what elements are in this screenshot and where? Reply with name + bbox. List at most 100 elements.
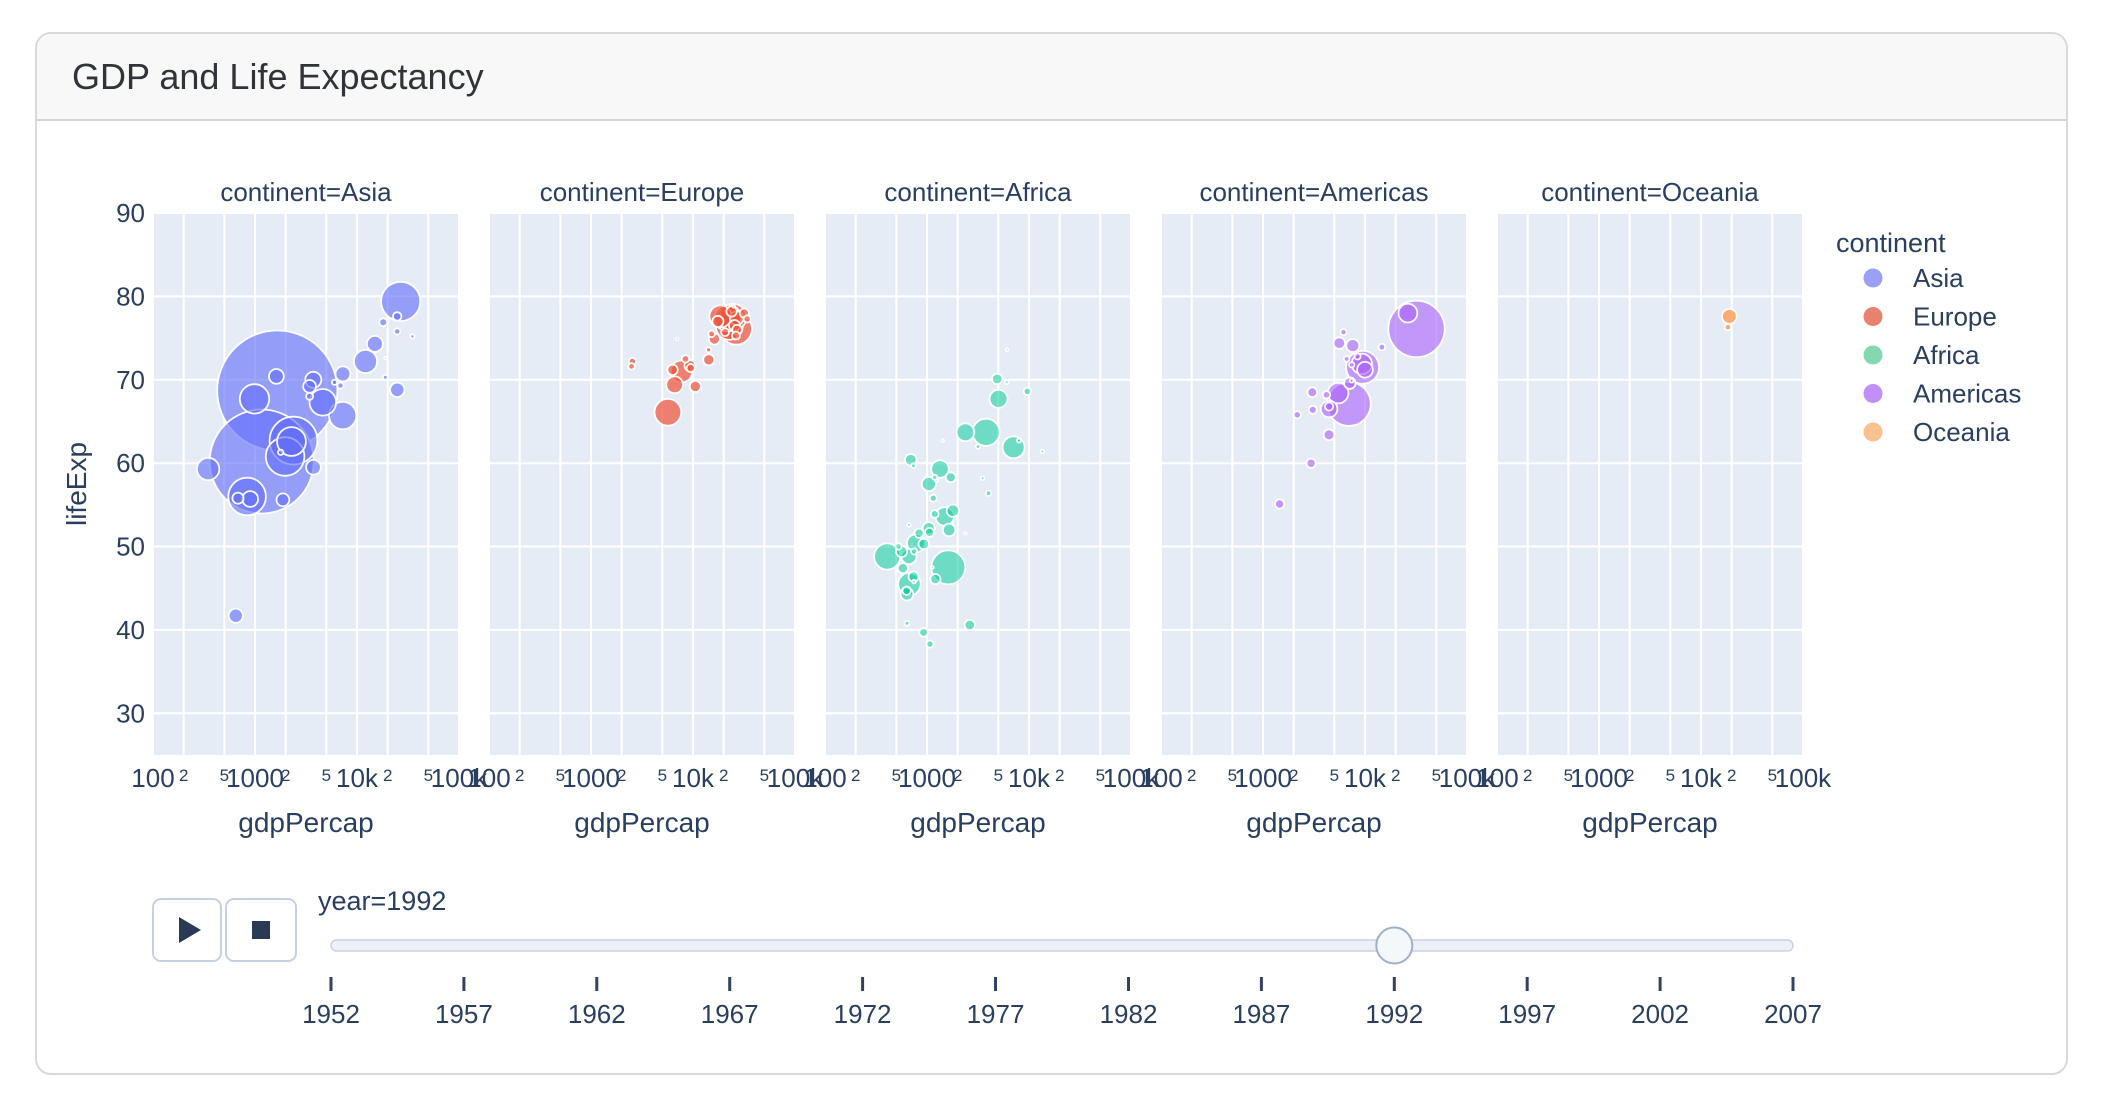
bubble[interactable] [928, 493, 938, 503]
bubble[interactable] [963, 618, 976, 632]
slider-track[interactable] [330, 939, 1794, 952]
bubble[interactable] [241, 490, 260, 508]
slider-tick-label[interactable]: 1997 [1498, 999, 1556, 1029]
bubble[interactable] [988, 388, 1009, 409]
bubble[interactable] [918, 627, 929, 638]
bubble[interactable] [955, 422, 976, 443]
bubble[interactable] [1348, 377, 1355, 384]
bubble[interactable] [1339, 328, 1348, 337]
bubble[interactable] [906, 522, 912, 528]
bubble[interactable] [1324, 401, 1335, 412]
bubble[interactable] [275, 492, 291, 508]
bubble[interactable] [381, 373, 389, 381]
bubble[interactable] [627, 362, 636, 371]
play-button[interactable] [152, 898, 222, 962]
bubble[interactable] [984, 489, 993, 497]
bubble[interactable] [238, 383, 271, 415]
bubble[interactable] [1004, 347, 1010, 353]
bubble[interactable] [302, 379, 317, 394]
bubble[interactable] [929, 509, 940, 519]
bubble[interactable] [1342, 355, 1351, 363]
bubble[interactable] [924, 527, 935, 538]
bubble[interactable] [971, 417, 1001, 447]
slider-tick-label[interactable]: 1957 [435, 999, 493, 1029]
bubble[interactable] [934, 478, 939, 483]
stop-button[interactable] [225, 898, 297, 962]
bubble[interactable] [963, 531, 968, 536]
bubble[interactable] [920, 475, 937, 492]
bubble[interactable] [1321, 390, 1332, 400]
legend-item-asia[interactable]: Asia [1863, 263, 1965, 293]
bubble[interactable] [929, 573, 942, 586]
bubble[interactable] [389, 381, 406, 398]
legend-item-africa[interactable]: Africa [1863, 340, 1981, 370]
bubble[interactable] [941, 522, 957, 538]
bubble[interactable] [979, 475, 986, 481]
bubble[interactable] [665, 375, 684, 395]
bubble[interactable] [705, 346, 712, 354]
bubble[interactable] [1292, 410, 1302, 420]
bubble[interactable] [268, 368, 285, 385]
bubble[interactable] [392, 311, 403, 322]
bubble[interactable] [913, 527, 925, 539]
bubble[interactable] [896, 562, 909, 575]
bubble[interactable] [308, 388, 338, 417]
bubble[interactable] [1306, 386, 1319, 399]
bubble[interactable] [707, 329, 716, 339]
bubble[interactable] [1345, 338, 1361, 354]
slider-tick-label[interactable]: 1972 [834, 999, 892, 1029]
slider-tick-label[interactable]: 1977 [967, 999, 1025, 1029]
bubble[interactable] [1397, 302, 1419, 324]
bubble[interactable] [1004, 379, 1010, 385]
bubble[interactable] [711, 314, 725, 328]
bubble[interactable] [742, 314, 752, 324]
bubble[interactable] [901, 585, 912, 596]
bubble[interactable] [1274, 498, 1286, 510]
bubble[interactable] [383, 355, 388, 361]
bubble[interactable] [1356, 360, 1374, 379]
bubble[interactable] [674, 336, 680, 342]
bubble[interactable] [1307, 404, 1318, 415]
bubble[interactable] [1332, 336, 1347, 350]
bubble[interactable] [720, 327, 730, 338]
bubble[interactable] [336, 381, 345, 390]
bubble[interactable] [910, 462, 917, 470]
bubble[interactable] [725, 305, 738, 318]
bubble[interactable] [227, 607, 244, 624]
slider-tick-label[interactable]: 1962 [568, 999, 626, 1029]
bubble[interactable] [945, 503, 961, 518]
bubble[interactable] [1039, 448, 1046, 455]
bubble[interactable] [685, 363, 696, 374]
bubble[interactable] [666, 363, 679, 376]
bubble[interactable] [305, 391, 315, 401]
bubble[interactable] [653, 397, 683, 427]
bubble[interactable] [334, 365, 352, 383]
bubble[interactable] [1016, 437, 1022, 444]
slider-tick-label[interactable]: 1987 [1232, 999, 1290, 1029]
bubble[interactable] [974, 443, 982, 450]
bubble[interactable] [991, 372, 1004, 385]
bubble[interactable] [1721, 308, 1738, 325]
bubble[interactable] [378, 317, 389, 328]
bubble[interactable] [1348, 361, 1356, 369]
bubble[interactable] [917, 537, 931, 551]
bubble[interactable] [1377, 343, 1387, 352]
bubble[interactable] [688, 379, 702, 393]
bubble[interactable] [1322, 428, 1336, 442]
bubble[interactable] [1723, 323, 1733, 332]
bubble[interactable] [940, 438, 945, 443]
bubble[interactable] [1022, 386, 1033, 396]
bubble[interactable] [352, 348, 378, 374]
slider-tick-label[interactable]: 1992 [1365, 999, 1423, 1029]
bubble[interactable] [393, 327, 402, 336]
bubble[interactable] [702, 353, 716, 367]
bubble[interactable] [930, 565, 935, 570]
bubble[interactable] [330, 378, 338, 386]
slider-tick-label[interactable]: 1982 [1100, 999, 1158, 1029]
bubble[interactable] [277, 448, 285, 456]
bubble[interactable] [409, 333, 416, 340]
bubble[interactable] [944, 471, 957, 484]
slider-tick-label[interactable]: 1952 [302, 999, 360, 1029]
slider-tick-label[interactable]: 1967 [701, 999, 759, 1029]
bubble[interactable] [328, 400, 358, 431]
